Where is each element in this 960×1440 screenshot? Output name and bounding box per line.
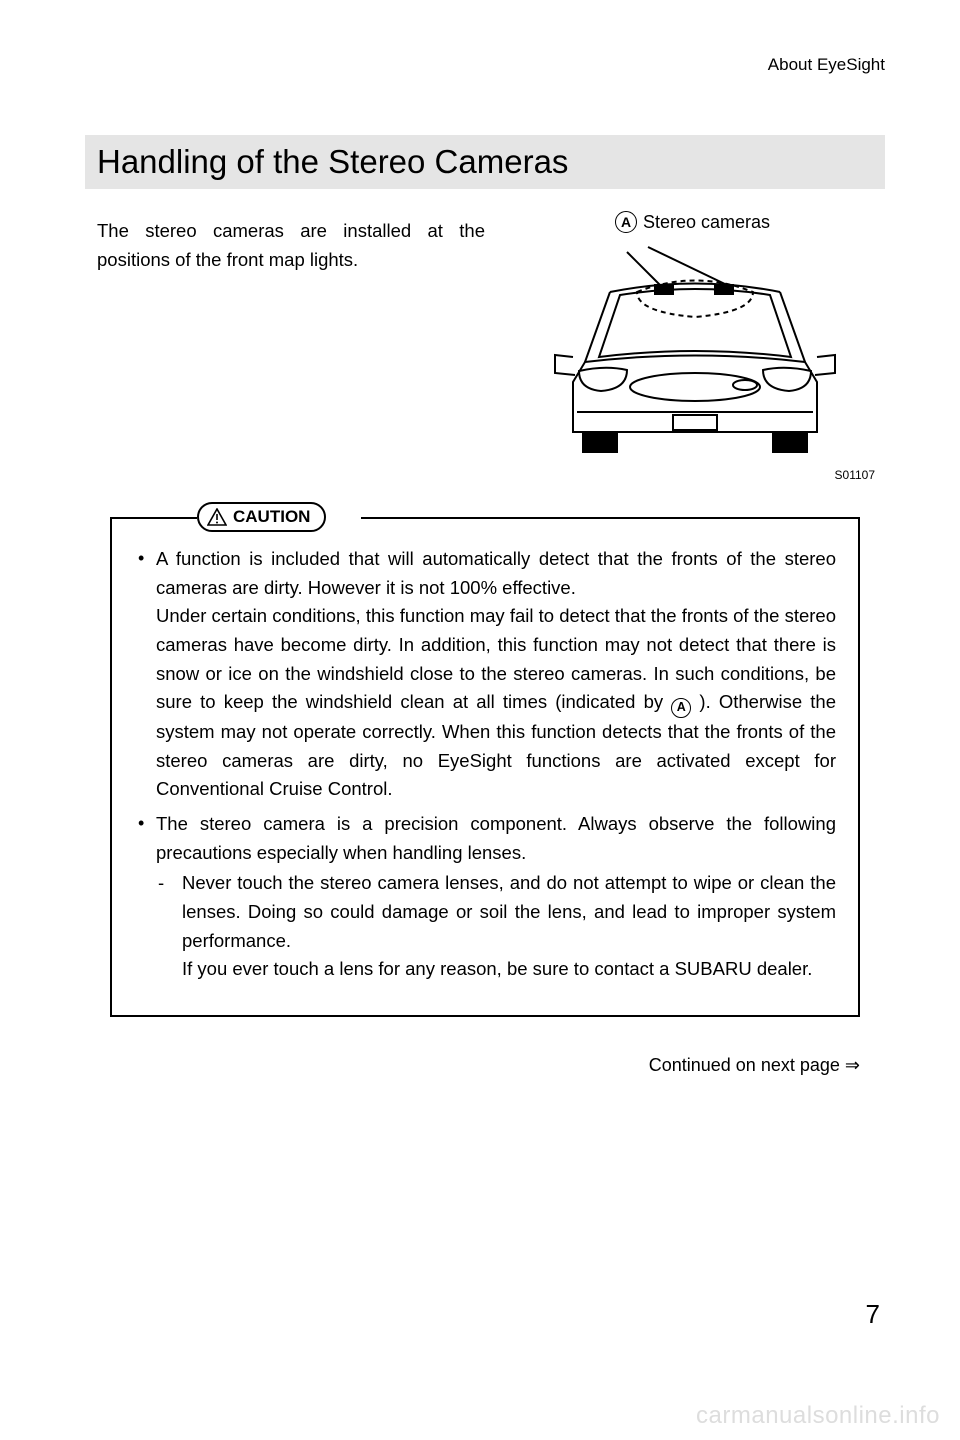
figure-callout: A Stereo cameras	[615, 211, 770, 233]
intro-text: The stereo cameras are installed at the …	[85, 217, 485, 482]
watermark: carmanualsonline.info	[696, 1402, 940, 1430]
caution-list: A function is included that will automat…	[134, 545, 836, 984]
caution-sub-line1: Never touch the stereo camera lenses, an…	[182, 872, 836, 950]
caution-label: CAUTION	[233, 507, 310, 527]
caution-item-2: The stereo camera is a precision compone…	[134, 810, 836, 984]
caution-sub-line2: If you ever touch a lens for any reason,…	[182, 955, 836, 984]
continued-line: Continued on next page ⇒	[85, 1055, 885, 1076]
figure-code: S01107	[515, 468, 885, 482]
caution-box: CAUTION A function is included that will…	[110, 517, 860, 1017]
continued-text: Continued on next page	[649, 1055, 840, 1075]
caution-sub-item: Never touch the stereo camera lenses, an…	[156, 869, 836, 984]
inline-letter-icon: A	[671, 698, 691, 718]
arrow-icon: ⇒	[845, 1055, 860, 1075]
page: About EyeSight Handling of the Stereo Ca…	[0, 0, 960, 1440]
caution-sub-list: Never touch the stereo camera lenses, an…	[156, 869, 836, 984]
chapter-title: About EyeSight	[85, 55, 885, 75]
warning-icon	[207, 508, 227, 526]
caution-item-1: A function is included that will automat…	[134, 545, 836, 804]
caution-item-2-text: The stereo camera is a precision compone…	[156, 813, 836, 863]
figure: A Stereo cameras	[515, 217, 885, 482]
car-illustration-icon	[515, 237, 885, 462]
caution-badge: CAUTION	[197, 502, 326, 532]
section-title: Handling of the Stereo Cameras	[85, 135, 885, 189]
callout-letter-icon: A	[615, 211, 637, 233]
page-number: 7	[866, 1299, 880, 1330]
caution-item-1-p1: A function is included that will automat…	[156, 548, 836, 598]
callout-label: Stereo cameras	[643, 212, 770, 233]
intro-row: The stereo cameras are installed at the …	[85, 217, 885, 482]
